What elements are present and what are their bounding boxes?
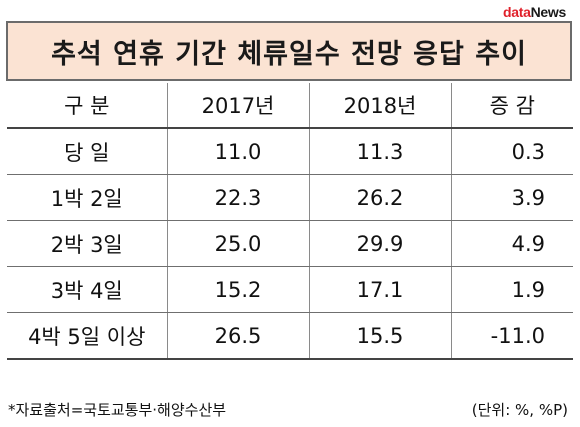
value-2017: 11.0	[166, 128, 309, 175]
table-row: 2박 3일 25.0 29.9 4.9	[7, 220, 573, 267]
table-row: 4박 5일 이상 26.5 15.5 -11.0	[7, 312, 573, 360]
row-label: 2박 3일	[7, 220, 167, 267]
row-label: 3박 4일	[7, 266, 167, 313]
table-row: 당 일 11.0 11.3 0.3	[7, 128, 573, 175]
logo-text-news: News	[530, 4, 567, 20]
value-change: 4.9	[450, 220, 573, 267]
source-note: *자료출처=국토교통부·해양수산부	[8, 401, 227, 419]
stay-duration-table: 구 분 2017년 2018년 증 감 당 일 11.0 11.3 0.3 1박…	[7, 83, 573, 360]
value-2018: 17.1	[308, 266, 451, 313]
header-change: 증 감	[450, 83, 573, 129]
row-label: 4박 5일 이상	[7, 312, 167, 360]
value-change: 0.3	[450, 128, 573, 175]
header-2018: 2018년	[308, 83, 451, 129]
header-category: 구 분	[7, 83, 167, 129]
value-2017: 15.2	[166, 266, 309, 313]
table-header-row: 구 분 2017년 2018년 증 감	[7, 83, 573, 129]
value-2018: 11.3	[308, 128, 451, 175]
unit-note: (단위: %, %P)	[471, 401, 568, 419]
value-change: -11.0	[450, 312, 573, 360]
table-row: 3박 4일 15.2 17.1 1.9	[7, 266, 573, 313]
value-change: 1.9	[450, 266, 573, 313]
header-2017: 2017년	[166, 83, 309, 129]
table-title: 추석 연휴 기간 체류일수 전망 응답 추이	[51, 38, 527, 70]
table-row: 1박 2일 22.3 26.2 3.9	[7, 174, 573, 221]
value-2018: 26.2	[308, 174, 451, 221]
value-2017: 25.0	[166, 220, 309, 267]
logo-text-data: data	[503, 4, 531, 20]
title-banner: 추석 연휴 기간 체류일수 전망 응답 추이	[6, 21, 572, 81]
value-change: 3.9	[450, 174, 573, 221]
value-2017: 26.5	[166, 312, 309, 360]
datanews-logo: dataNews	[503, 4, 566, 20]
row-label: 1박 2일	[7, 174, 167, 221]
row-label: 당 일	[7, 128, 167, 175]
value-2018: 15.5	[308, 312, 451, 360]
value-2018: 29.9	[308, 220, 451, 267]
value-2017: 22.3	[166, 174, 309, 221]
